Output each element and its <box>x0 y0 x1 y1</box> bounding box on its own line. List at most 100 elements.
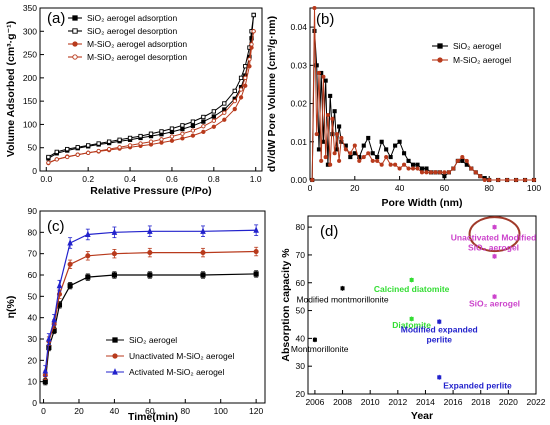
data-point <box>238 75 244 81</box>
x-tick-label: 0 <box>41 406 46 416</box>
y-tick-label: 300 <box>23 26 37 36</box>
legend-label: SiO₂ aerogel <box>129 335 177 345</box>
data-point <box>42 367 49 374</box>
y-tick-label: 60 <box>296 278 306 288</box>
legend-label: Activated M-SiO₂ aerogel <box>129 367 225 377</box>
data-point <box>348 151 353 156</box>
legend-label: M-SiO₂ aerogel desorption <box>87 52 187 62</box>
data-point <box>75 152 80 157</box>
ticks-c: 0 20 40 60 80 100 120 0 10 20 30 40 50 60 70 80 90 <box>28 206 264 416</box>
legend-marker <box>72 28 78 34</box>
data-point <box>419 166 425 171</box>
data-point <box>138 133 143 139</box>
data-point <box>238 87 244 92</box>
data-point <box>375 158 380 163</box>
data-point <box>496 177 501 183</box>
legend-marker <box>72 54 78 60</box>
data-point <box>159 129 164 134</box>
ticks-a: 0.0 0.2 0.4 0.6 0.8 1.0 0 50 100 150 200 250 300 350 <box>23 3 262 184</box>
data-point <box>437 170 442 175</box>
data-point <box>200 227 206 234</box>
data-point <box>180 131 185 136</box>
x-tick-label: 2006 <box>305 397 324 407</box>
y-tick-label: 40 <box>28 313 38 323</box>
legend-b: SiO₂ aerogel M-SiO₂ aerogel <box>432 41 511 65</box>
data-point <box>319 158 324 163</box>
x-tick-label: 0.8 <box>208 174 220 184</box>
data-point <box>147 250 153 256</box>
data-point <box>343 147 348 152</box>
x-tick-label: 0.6 <box>166 174 178 184</box>
legend-marker <box>72 15 78 21</box>
data-point <box>531 177 537 183</box>
data-point <box>111 272 117 278</box>
y-tick-label: 80 <box>28 227 38 237</box>
data-point <box>469 166 474 171</box>
data-point <box>323 78 328 83</box>
data-point <box>366 151 371 156</box>
x-tick-label: 80 <box>181 406 191 416</box>
data-point <box>200 250 206 256</box>
data-point <box>243 64 248 69</box>
data-point <box>402 151 407 156</box>
legend-c: SiO₂ aerogel Unactivated M-SiO₂ aerogel Ac… <box>106 335 234 377</box>
panel-a: (a) 0.0 0.2 0.4 0.6 0.8 1.0 0 50 100 150 200 250 300… <box>5 3 263 197</box>
data-point <box>325 112 330 118</box>
point-label: SiO₂ aerogel <box>469 299 520 309</box>
data-point <box>370 151 375 156</box>
data-point <box>247 57 252 62</box>
data-point <box>222 110 227 115</box>
x-tick-label: 2008 <box>333 397 352 407</box>
data-point <box>424 166 429 171</box>
y-tick-label: 50 <box>28 143 38 153</box>
point-label: Modified montmorillonite <box>296 294 388 304</box>
panel-label-d: (d) <box>320 223 338 240</box>
data-point <box>442 174 447 179</box>
data-point <box>316 147 322 152</box>
data-point <box>361 155 366 160</box>
x-tick-label: 2022 <box>527 397 546 407</box>
data-point <box>323 155 328 160</box>
point-label: Montmorillonite <box>291 344 349 354</box>
data-point <box>46 154 51 160</box>
data-point <box>96 141 101 146</box>
data-point <box>446 170 451 175</box>
panel-c: (c) 0 20 40 60 80 100 120 0 10 20 30 40 50 60 70 80 90 S… <box>5 206 266 423</box>
data-point <box>117 137 122 142</box>
x-tick-label: 2020 <box>499 397 518 407</box>
data-point <box>201 119 206 124</box>
series-b <box>310 5 537 183</box>
data-point <box>464 158 469 163</box>
data-point <box>180 136 185 141</box>
highlight-d <box>468 216 521 253</box>
data-point <box>384 155 389 160</box>
data-point <box>402 162 407 167</box>
data-point <box>253 248 259 255</box>
data-point <box>332 109 337 114</box>
data-point <box>251 29 256 34</box>
data-point <box>492 254 497 259</box>
highlight-ellipse <box>468 216 521 253</box>
series-d: Montmorillonite Modified montmorilloniteC… <box>291 224 536 390</box>
series-line-1 <box>311 30 534 181</box>
data-point <box>409 277 414 282</box>
data-point <box>410 166 416 171</box>
data-point <box>433 170 438 175</box>
y-tick-label: 0.04 <box>290 22 307 32</box>
series-line-2 <box>311 7 534 181</box>
data-point <box>330 132 335 137</box>
data-point <box>419 170 425 175</box>
data-point <box>334 132 339 137</box>
data-point <box>249 42 254 47</box>
data-point <box>384 147 389 152</box>
data-point <box>406 166 411 171</box>
x-tick-label: 80 <box>484 183 494 193</box>
x-tick-label: 0.0 <box>40 174 52 184</box>
data-point <box>348 155 353 160</box>
ticks-d: 2006 2008 2010 2012 2014 2016 2018 2020 2022 20 30… <box>296 222 546 407</box>
x-tick-label: 60 <box>440 183 450 193</box>
data-point <box>169 134 175 139</box>
y-tick-label: 0 <box>32 166 37 176</box>
data-point <box>337 158 342 163</box>
data-point <box>180 126 185 132</box>
